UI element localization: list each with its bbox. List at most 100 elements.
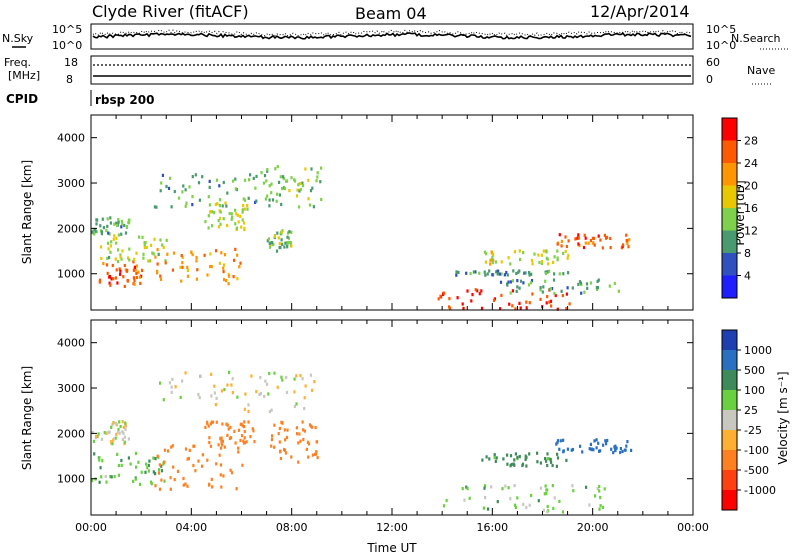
power-cell xyxy=(215,178,219,182)
velocity-cell xyxy=(237,450,240,454)
power-cell xyxy=(549,299,553,303)
power-cell xyxy=(613,281,616,286)
power-colorbar-segment xyxy=(722,230,737,254)
velocity-cell xyxy=(259,376,262,380)
power-cell xyxy=(223,253,227,257)
velocity-cell xyxy=(186,484,189,488)
power-cell xyxy=(266,239,269,243)
power-cell xyxy=(227,282,230,286)
velocity-cell xyxy=(265,382,269,386)
velocity-cell xyxy=(545,459,548,463)
power-cell xyxy=(507,280,510,284)
velocity-cell xyxy=(208,482,211,486)
power-cell xyxy=(560,289,563,293)
power-cell xyxy=(541,290,544,294)
power-cell xyxy=(133,257,136,261)
power-cell xyxy=(110,277,113,281)
velocity-cell xyxy=(507,486,510,490)
velocity-cell xyxy=(313,380,316,384)
power-cell xyxy=(480,289,483,293)
power-cell xyxy=(226,191,229,195)
power-cell xyxy=(179,265,182,269)
power-cell xyxy=(265,179,268,183)
velocity-cell xyxy=(465,485,468,489)
power-cell xyxy=(225,204,228,208)
power-cell xyxy=(533,252,536,256)
velocity-ytick-label: 3000 xyxy=(57,382,85,395)
power-cell xyxy=(119,253,122,257)
velocity-colorbar-segment xyxy=(722,470,737,491)
velocity-cell xyxy=(524,457,527,461)
velocity-cell xyxy=(103,431,106,435)
power-cell xyxy=(512,269,515,273)
power-cell xyxy=(522,281,525,285)
power-cell xyxy=(255,174,258,178)
velocity-cell xyxy=(162,398,165,402)
power-cell xyxy=(496,269,499,273)
power-cell xyxy=(530,258,534,262)
power-cell xyxy=(545,249,548,253)
velocity-cell xyxy=(303,407,306,411)
power-cell xyxy=(495,270,498,274)
power-cell xyxy=(228,274,231,278)
power-cell xyxy=(181,255,184,260)
power-cell xyxy=(320,166,323,170)
power-cell xyxy=(315,179,318,183)
power-cell xyxy=(201,175,204,179)
power-cell xyxy=(217,219,220,223)
power-cell xyxy=(111,263,114,268)
power-cell xyxy=(276,231,279,235)
power-cell xyxy=(456,296,459,300)
power-cell xyxy=(565,307,568,311)
velocity-cell xyxy=(598,489,601,493)
power-cell xyxy=(523,271,526,275)
power-cell xyxy=(186,265,189,269)
velocity-cell xyxy=(251,427,254,431)
velocity-cell xyxy=(283,447,286,452)
power-cell xyxy=(518,286,521,290)
power-cell xyxy=(96,218,99,222)
power-colorbar-segment xyxy=(722,185,737,209)
power-cell xyxy=(109,250,112,254)
power-cell xyxy=(207,195,210,199)
power-cell xyxy=(496,272,499,276)
velocity-cell xyxy=(281,421,284,425)
power-cell xyxy=(539,288,542,292)
velocity-cell xyxy=(546,452,549,456)
velocity-cell xyxy=(145,462,148,466)
power-cell xyxy=(243,226,246,231)
power-cell xyxy=(556,242,559,246)
power-cell xyxy=(516,279,519,283)
velocity-cell xyxy=(122,425,125,429)
velocity-colorbar-label-tick: 25 xyxy=(744,404,758,417)
power-cell xyxy=(511,279,514,283)
power-cell xyxy=(216,202,219,206)
velocity-cell xyxy=(219,473,222,477)
power-cell xyxy=(577,282,580,286)
power-cell xyxy=(522,251,525,255)
power-cell xyxy=(622,243,625,247)
power-ylabel: Slant Range [km] xyxy=(20,160,34,264)
velocity-cell xyxy=(134,451,138,455)
power-cell xyxy=(117,233,120,237)
time-tick-label: 12:00 xyxy=(376,521,408,534)
power-cell xyxy=(232,179,235,183)
power-cell xyxy=(307,197,310,201)
velocity-cell xyxy=(306,440,309,444)
power-cell xyxy=(578,244,581,248)
velocity-cell xyxy=(542,508,545,512)
power-cell xyxy=(125,224,128,229)
power-cell xyxy=(491,256,494,260)
velocity-cell xyxy=(219,437,222,441)
power-cell xyxy=(181,265,184,269)
power-cell xyxy=(491,261,494,265)
power-cell xyxy=(155,205,158,209)
power-cell xyxy=(544,279,547,283)
velocity-cell xyxy=(204,425,207,429)
velocity-cell xyxy=(530,493,533,498)
velocity-cell xyxy=(208,440,211,445)
power-cell xyxy=(215,249,218,253)
power-cell xyxy=(208,179,211,183)
velocity-cell xyxy=(138,482,142,486)
velocity-cell xyxy=(229,468,232,472)
